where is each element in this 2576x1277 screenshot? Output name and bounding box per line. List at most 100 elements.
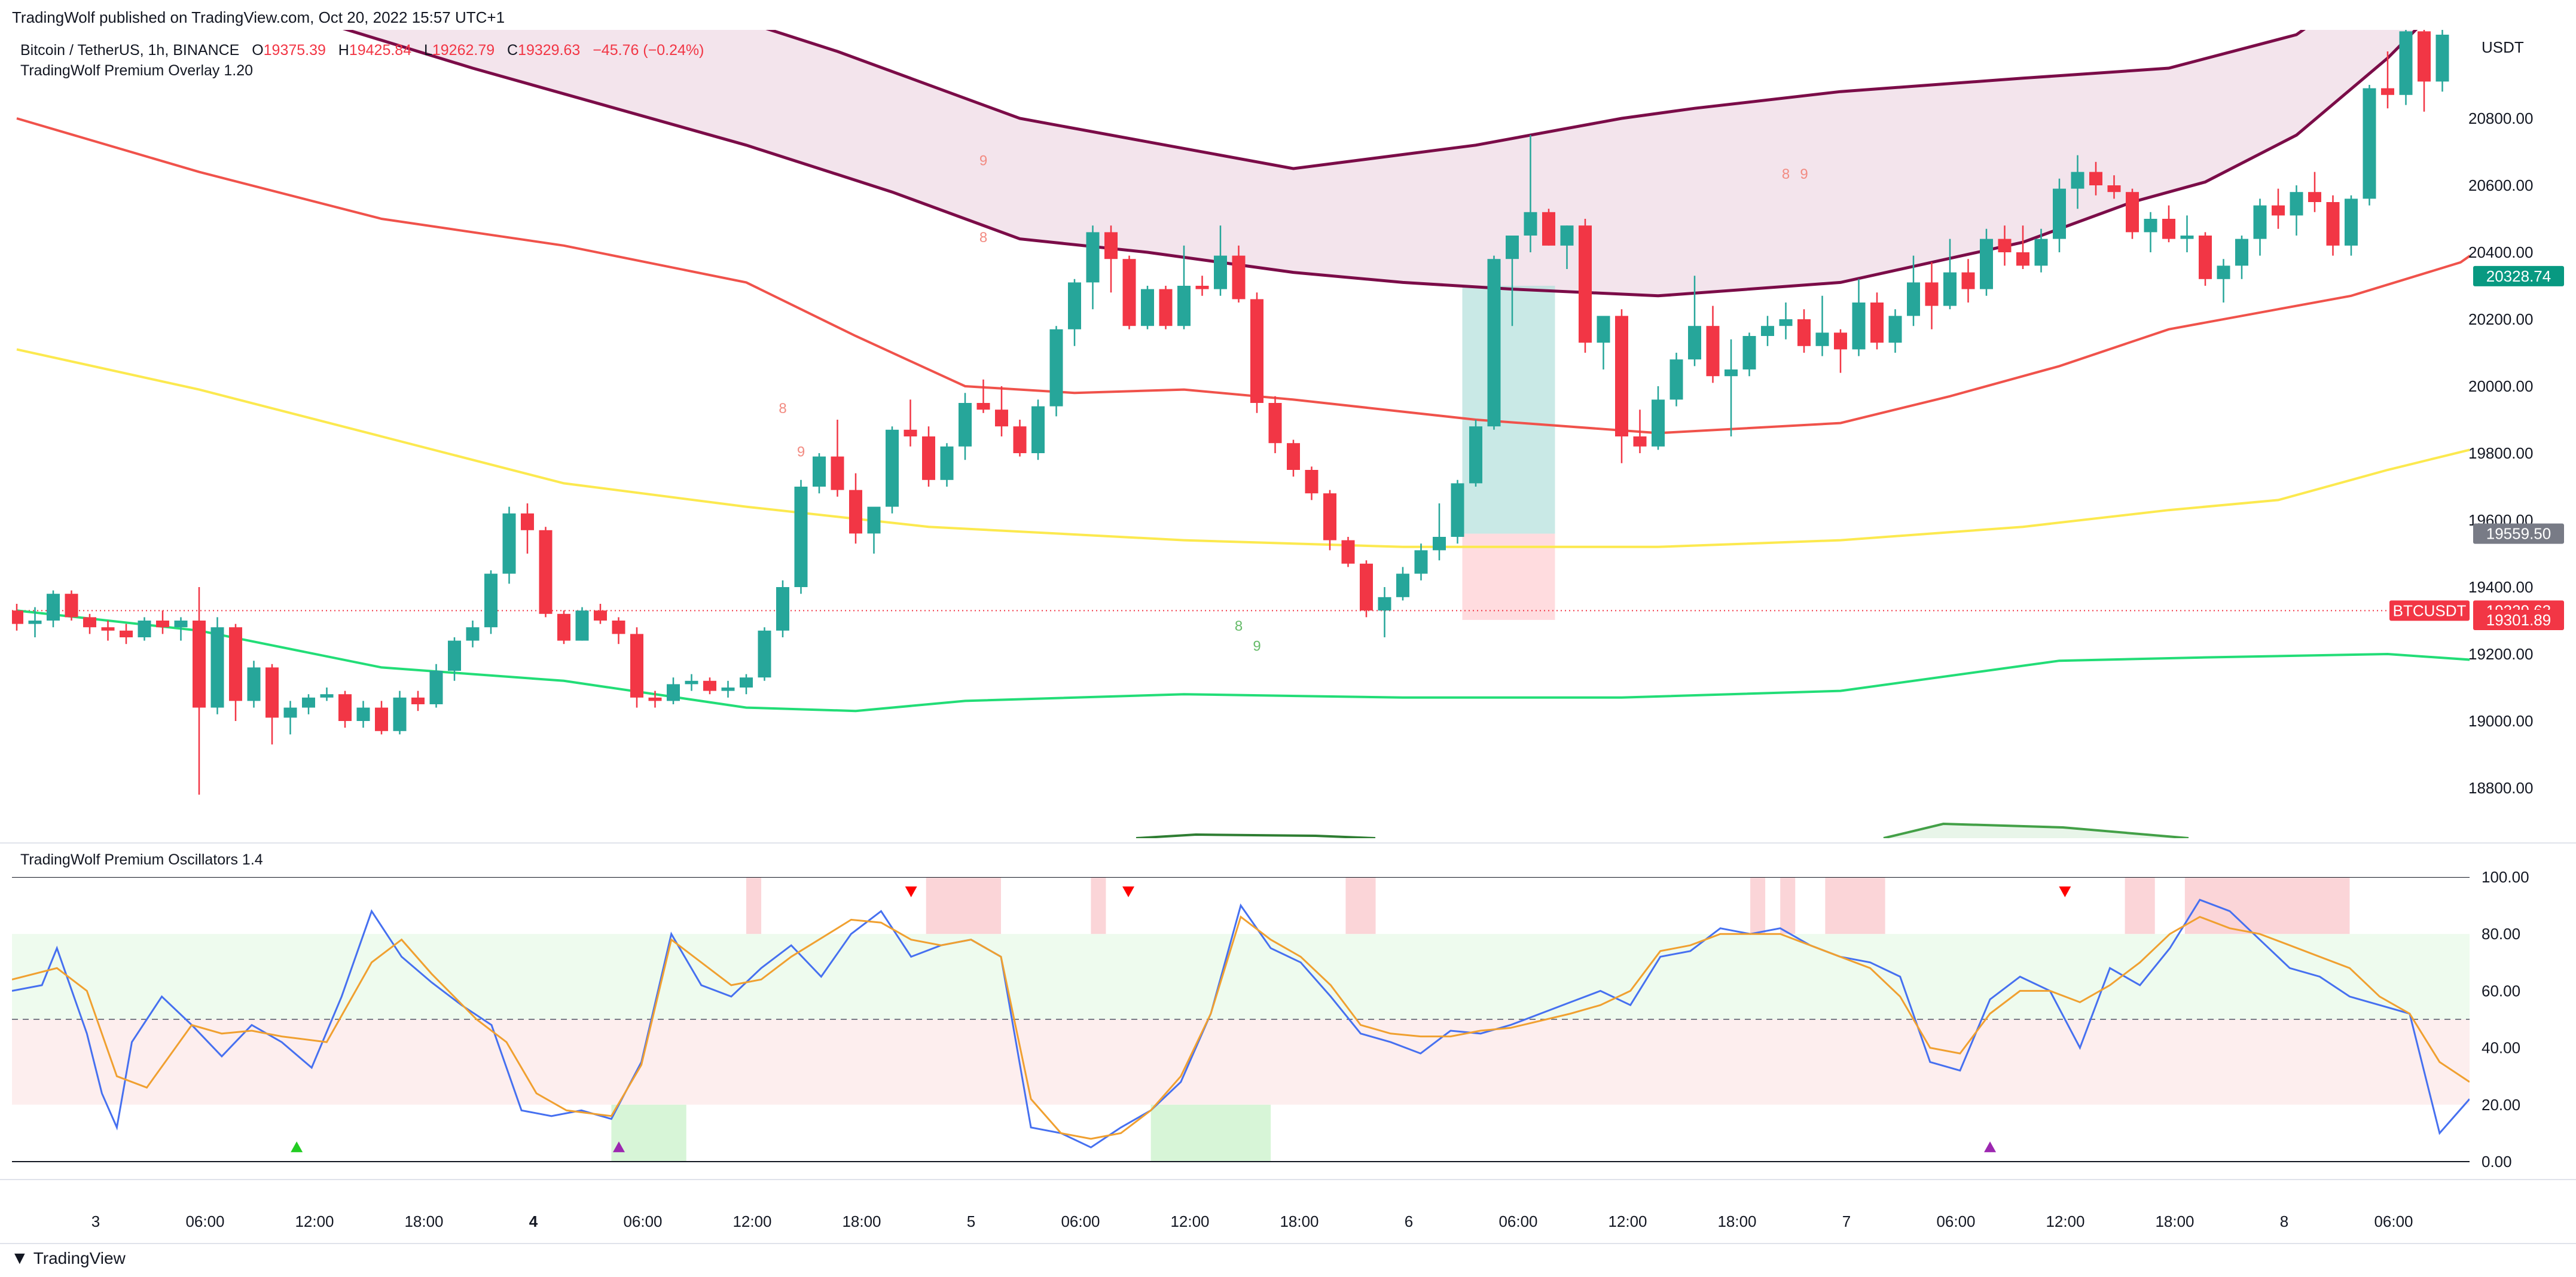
candle[interactable] — [1268, 396, 1282, 453]
candle[interactable] — [1943, 239, 1957, 310]
candle[interactable] — [2053, 178, 2066, 252]
candle[interactable] — [120, 624, 133, 644]
candle[interactable] — [1633, 410, 1647, 453]
candle[interactable] — [1378, 587, 1391, 637]
candle[interactable] — [247, 661, 261, 708]
position-profit-zone[interactable] — [1462, 286, 1555, 534]
candle[interactable] — [2418, 1, 2431, 112]
candle[interactable] — [2089, 161, 2102, 195]
candle[interactable] — [849, 473, 862, 544]
candle[interactable] — [1742, 332, 1756, 377]
candle[interactable] — [1669, 353, 1683, 407]
candle[interactable] — [922, 426, 935, 487]
candle[interactable] — [2107, 175, 2121, 199]
candle[interactable] — [904, 399, 917, 447]
candle[interactable] — [265, 664, 279, 745]
candle[interactable] — [1688, 276, 1701, 366]
candle[interactable] — [1232, 245, 1246, 303]
candle[interactable] — [2399, 18, 2413, 105]
price-tag[interactable]: BTCUSDT — [2389, 600, 2470, 621]
candle[interactable] — [1433, 503, 1446, 561]
oscillator-line-1[interactable] — [12, 915, 2470, 1140]
candle[interactable] — [594, 604, 607, 624]
candle[interactable] — [886, 426, 899, 514]
candle[interactable] — [1852, 279, 1866, 356]
candle[interactable] — [1068, 279, 1081, 346]
candle[interactable] — [1925, 262, 1939, 329]
candle[interactable] — [429, 664, 443, 708]
candle[interactable] — [1560, 225, 1574, 269]
candle[interactable] — [776, 580, 789, 637]
candle[interactable] — [1487, 255, 1501, 430]
candle[interactable] — [1506, 236, 1519, 326]
candle[interactable] — [940, 443, 954, 487]
candle[interactable] — [47, 590, 60, 628]
candle[interactable] — [2217, 259, 2230, 303]
candle[interactable] — [1524, 135, 1537, 252]
candle[interactable] — [831, 420, 844, 497]
candle[interactable] — [1122, 255, 1136, 329]
candle[interactable] — [466, 621, 480, 647]
candle[interactable] — [2180, 215, 2194, 252]
oscillator-indicator-title[interactable]: TradingWolf Premium Oscillators 1.4 — [20, 851, 263, 868]
candle[interactable] — [2144, 212, 2157, 252]
candle[interactable] — [2363, 85, 2376, 206]
candle[interactable] — [174, 617, 188, 641]
candle[interactable] — [65, 590, 78, 621]
candle[interactable] — [448, 637, 461, 681]
candle[interactable] — [2326, 195, 2340, 256]
candle[interactable] — [740, 674, 753, 695]
candle[interactable] — [2034, 228, 2048, 273]
candle[interactable] — [1961, 259, 1975, 303]
candle[interactable] — [28, 607, 42, 637]
candle[interactable] — [1159, 286, 1173, 329]
symbol-title[interactable]: Bitcoin / TetherUS, 1h, BINANCE — [20, 42, 240, 59]
candle[interactable] — [1305, 466, 1318, 500]
candle[interactable] — [1870, 292, 1884, 350]
candle[interactable] — [1104, 225, 1118, 293]
candle[interactable] — [867, 506, 881, 554]
candle[interactable] — [1652, 386, 1665, 450]
candle[interactable] — [2308, 172, 2321, 212]
candle[interactable] — [320, 688, 334, 701]
candle[interactable] — [575, 607, 589, 641]
candle[interactable] — [1888, 309, 1902, 353]
candle[interactable] — [210, 617, 224, 714]
candle[interactable] — [1195, 276, 1209, 296]
candle[interactable] — [1980, 228, 1993, 296]
candle[interactable] — [630, 627, 643, 708]
candle[interactable] — [721, 680, 735, 698]
candle[interactable] — [1797, 309, 1811, 353]
candle[interactable] — [648, 691, 662, 708]
candle[interactable] — [193, 587, 206, 795]
candle[interactable] — [794, 479, 808, 594]
candle[interactable] — [1597, 316, 1610, 369]
candle[interactable] — [959, 393, 972, 460]
candle[interactable] — [1451, 479, 1464, 544]
candle[interactable] — [995, 386, 1008, 436]
candle[interactable] — [1013, 420, 1027, 457]
candle[interactable] — [685, 674, 698, 691]
candle[interactable] — [1725, 339, 1738, 436]
candle[interactable] — [557, 610, 570, 644]
candle[interactable] — [2199, 232, 2212, 286]
candle[interactable] — [1177, 245, 1191, 329]
candle[interactable] — [10, 604, 23, 631]
candle[interactable] — [375, 701, 388, 735]
moving-average-1[interactable] — [17, 0, 2461, 298]
candle[interactable] — [484, 570, 498, 634]
candle[interactable] — [703, 677, 716, 695]
tradingview-logo[interactable]: ▼ TradingView — [11, 1248, 126, 1269]
candle[interactable] — [1615, 309, 1628, 463]
candle[interactable] — [2071, 155, 2084, 209]
candle[interactable] — [1469, 420, 1482, 487]
candle[interactable] — [2126, 188, 2139, 239]
candle[interactable] — [356, 701, 370, 728]
candle[interactable] — [1542, 209, 1555, 246]
candle[interactable] — [1341, 537, 1355, 567]
candle[interactable] — [1141, 286, 1154, 329]
candle[interactable] — [2290, 185, 2303, 236]
moving-average-4[interactable] — [16, 609, 2576, 713]
candle[interactable] — [1998, 225, 2012, 266]
